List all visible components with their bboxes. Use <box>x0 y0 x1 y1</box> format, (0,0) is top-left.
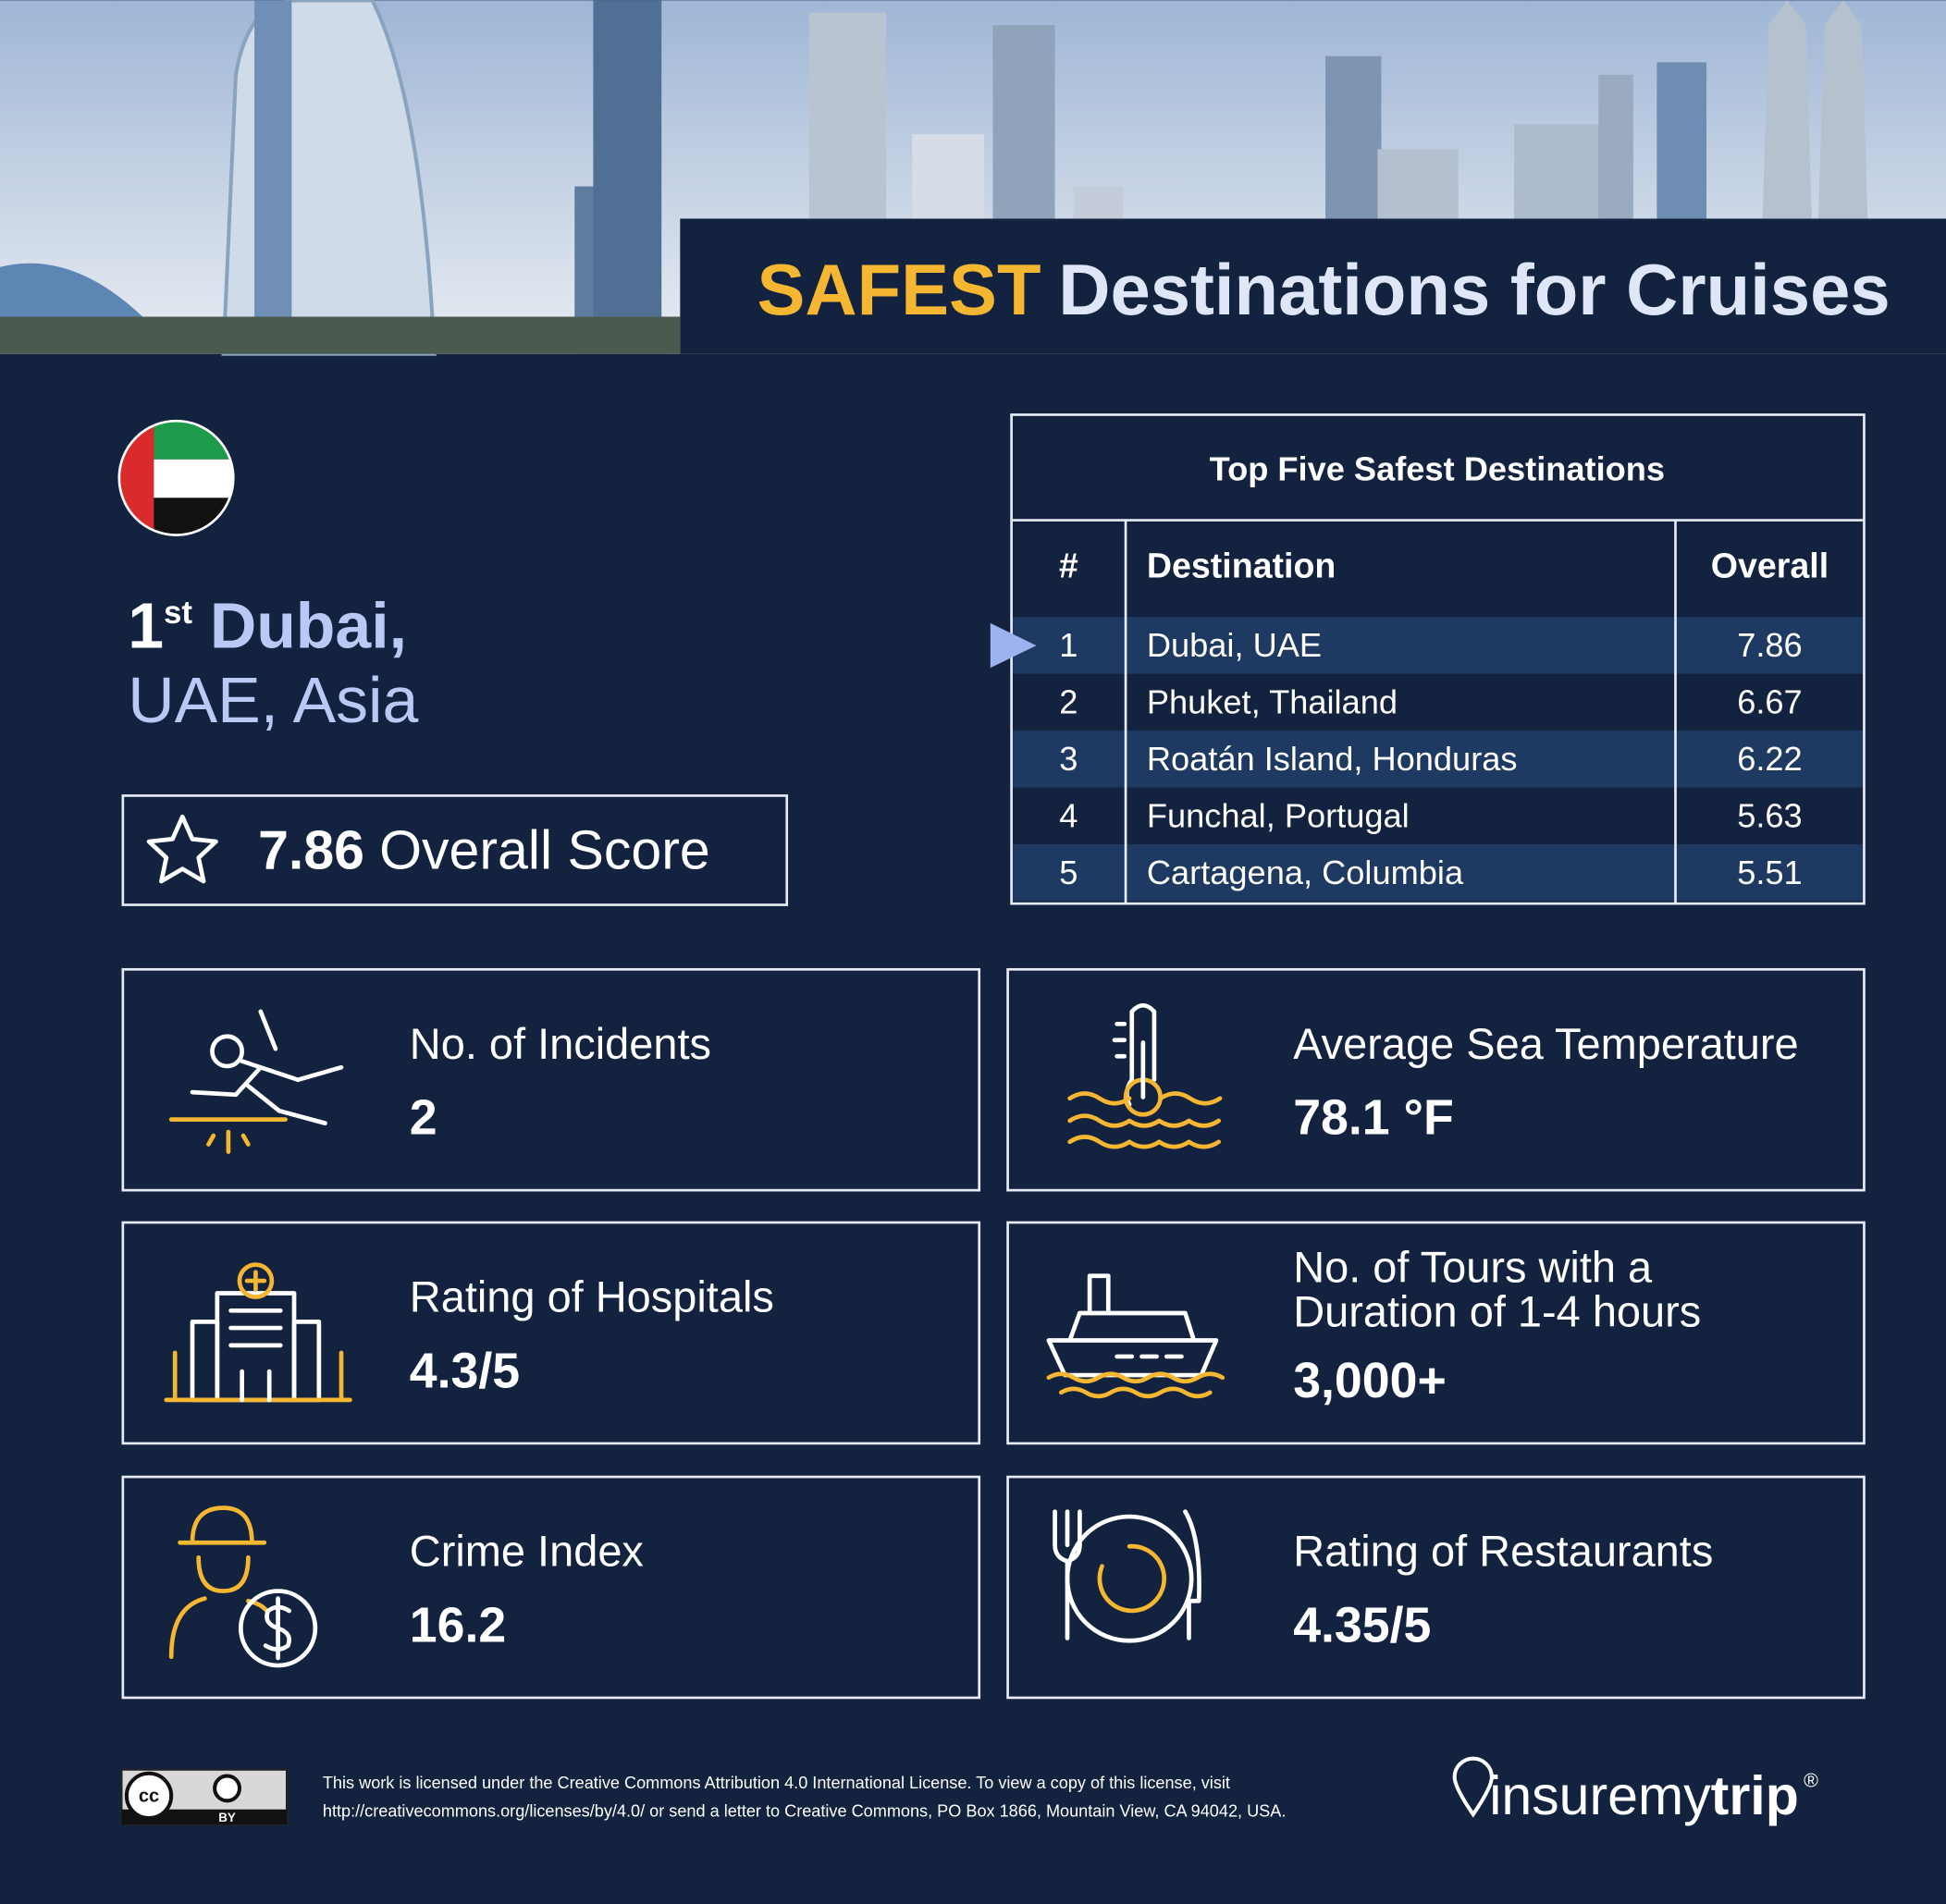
cc-badge: cc BY <box>120 1768 288 1825</box>
score: 7.86 <box>258 820 364 881</box>
dining-icon <box>1053 1509 1201 1643</box>
table-cell: Cartagena, Columbia <box>1147 854 1464 891</box>
city: Dubai, <box>210 590 407 662</box>
hospital-icon <box>164 1262 352 1403</box>
table-cell: Dubai, UAE <box>1147 626 1322 664</box>
rank: 1 <box>128 590 164 662</box>
stat-value: 4.35/5 <box>1293 1598 1431 1653</box>
stat-card <box>121 1221 981 1445</box>
star-icon <box>146 814 218 884</box>
score-box <box>121 794 789 906</box>
stat-label: Rating of Hospitals <box>410 1272 774 1321</box>
table-cell: 1 <box>1059 626 1078 664</box>
table-cell: 5 <box>1059 854 1078 891</box>
logo: insuremytrip ® <box>1489 1765 1818 1826</box>
header-title: SAFEST Destinations for Cruises <box>757 251 1891 330</box>
logo-light: insuremy <box>1489 1765 1711 1826</box>
stat-card <box>121 1475 981 1700</box>
stat-label: No. of Tours with a <box>1293 1242 1653 1291</box>
table-cell: 7.86 <box>1737 626 1803 664</box>
stat-label: Duration of 1-4 hours <box>1293 1287 1701 1336</box>
thermo-icon <box>1067 1002 1223 1149</box>
row-highlight <box>1012 844 1864 902</box>
license-line: http://creativecommons.org/licenses/by/4… <box>323 1802 1286 1821</box>
table-header: Destination <box>1147 546 1336 584</box>
table-cell: 2 <box>1059 682 1078 720</box>
header-banner <box>680 218 1946 354</box>
stat-card <box>1006 1221 1866 1445</box>
rank-line: 1st Dubai, <box>128 590 407 662</box>
table-cell: 6.22 <box>1737 740 1803 778</box>
table-cell: Roatán Island, Honduras <box>1147 740 1518 778</box>
table-cell: Funchal, Portugal <box>1147 796 1410 834</box>
icons <box>164 1002 1225 1668</box>
fall-ground <box>168 1117 288 1154</box>
stat-label: Average Sea Temperature <box>1293 1019 1798 1068</box>
stat-value: 16.2 <box>410 1598 506 1653</box>
score-line: 7.86 Overall Score <box>258 820 710 881</box>
table-title: Top Five Safest Destinations <box>1210 450 1665 488</box>
score-label: Overall Score <box>379 820 710 881</box>
logo-bold: trip <box>1711 1765 1799 1826</box>
logo-mark: ® <box>1804 1770 1818 1792</box>
cc-mark: cc <box>139 1787 159 1807</box>
row-highlight <box>1012 617 1864 674</box>
table-header: # <box>1059 546 1078 584</box>
table-header: Overall <box>1711 546 1829 584</box>
table-cell: 5.63 <box>1737 796 1803 834</box>
stat-value: 3,000+ <box>1293 1353 1447 1408</box>
table-cell: 5.51 <box>1737 854 1803 891</box>
uae-flag <box>117 419 235 536</box>
table-cell: 6.67 <box>1737 682 1803 720</box>
ship-icon <box>1046 1273 1225 1399</box>
table-cell: 4 <box>1059 796 1078 834</box>
stat-label: No. of Incidents <box>410 1019 711 1068</box>
by-mark: BY <box>218 1811 236 1824</box>
row-highlight <box>1012 731 1864 788</box>
highlight: SAFEST <box>757 251 1041 330</box>
ranking-table: Top Five Safest Destinations # Destination… <box>1010 413 1866 905</box>
stat-value: 4.3/5 <box>410 1343 520 1398</box>
region: UAE, Asia <box>128 664 418 736</box>
stat-label: Rating of Restaurants <box>1293 1527 1713 1576</box>
stat-card <box>1006 1475 1866 1700</box>
crime-icon <box>168 1505 318 1668</box>
stat-card <box>1006 967 1866 1192</box>
current-arrow <box>990 622 1037 669</box>
logo-pin <box>1452 1756 1494 1818</box>
skyline-photo <box>0 0 1946 356</box>
table-cell: 3 <box>1059 740 1078 778</box>
stat-value: 78.1 °F <box>1293 1090 1454 1146</box>
title: Destinations for Cruises <box>1058 251 1890 330</box>
rank-suffix: st <box>164 595 192 631</box>
fall-icon <box>190 1009 344 1126</box>
stat-label: Crime Index <box>410 1527 644 1576</box>
stat-card <box>121 967 981 1192</box>
license-line: This work is licensed under the Creative… <box>323 1774 1230 1792</box>
table-cell: Phuket, Thailand <box>1147 682 1398 720</box>
stat-value: 2 <box>410 1090 437 1146</box>
